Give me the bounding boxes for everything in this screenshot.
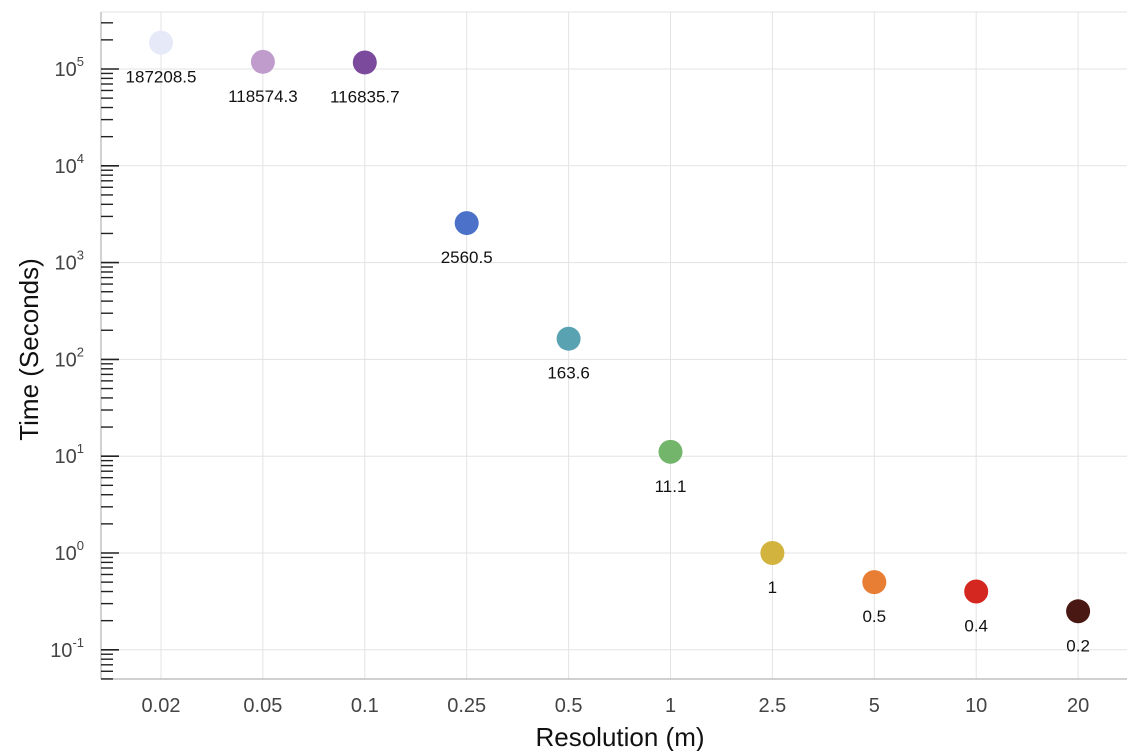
x-axis-title: Resolution (m) — [535, 722, 704, 751]
data-label: 187208.5 — [126, 68, 197, 87]
data-points — [149, 30, 1091, 624]
data-label: 0.4 — [964, 617, 988, 636]
y-tick-label: 10-1 — [50, 635, 84, 662]
y-tick-label: 102 — [55, 344, 84, 371]
x-tick-label: 0.1 — [351, 695, 379, 717]
data-point — [862, 570, 887, 595]
x-tick-label: 20 — [1067, 695, 1089, 717]
x-tick-label: 10 — [965, 695, 987, 717]
data-point — [149, 30, 173, 55]
data-label: 116835.7 — [330, 87, 400, 106]
x-tick-label: 1 — [665, 695, 676, 717]
y-tick-label: 105 — [55, 54, 84, 81]
data-label: 163.6 — [547, 364, 590, 383]
data-label: 2560.5 — [441, 248, 493, 267]
x-tick-label: 0.05 — [243, 695, 282, 717]
data-point — [1066, 599, 1091, 624]
grid — [101, 11, 1127, 679]
y-axis-title: Time (Seconds) — [14, 258, 44, 441]
data-label: 0.5 — [862, 607, 886, 626]
data-point — [760, 541, 785, 565]
data-labels: 187208.5 118574.3 116835.7 2560.5 163.6 11.1 1… — [126, 68, 1090, 656]
y-tick-label: 104 — [55, 151, 84, 178]
x-tick-label: 0.25 — [447, 695, 486, 717]
y-tick-label: 103 — [55, 248, 84, 275]
y-tick-label: 101 — [55, 441, 84, 468]
data-point — [454, 211, 479, 236]
data-label: 0.2 — [1066, 636, 1090, 655]
tick-marks — [101, 22, 119, 680]
data-point — [658, 439, 683, 464]
data-label: 1 — [768, 578, 777, 597]
data-point — [250, 49, 275, 74]
x-tick-label: 0.02 — [142, 695, 181, 717]
data-point — [556, 326, 581, 351]
data-point — [964, 579, 989, 604]
data-label: 118574.3 — [228, 87, 298, 106]
data-label: 11.1 — [655, 477, 687, 496]
x-tick-label: 5 — [869, 695, 880, 717]
x-tick-label: 2.5 — [758, 695, 786, 717]
data-point — [352, 50, 377, 75]
x-tick-label: 0.5 — [555, 695, 583, 717]
y-tick-label: 100 — [55, 538, 84, 565]
